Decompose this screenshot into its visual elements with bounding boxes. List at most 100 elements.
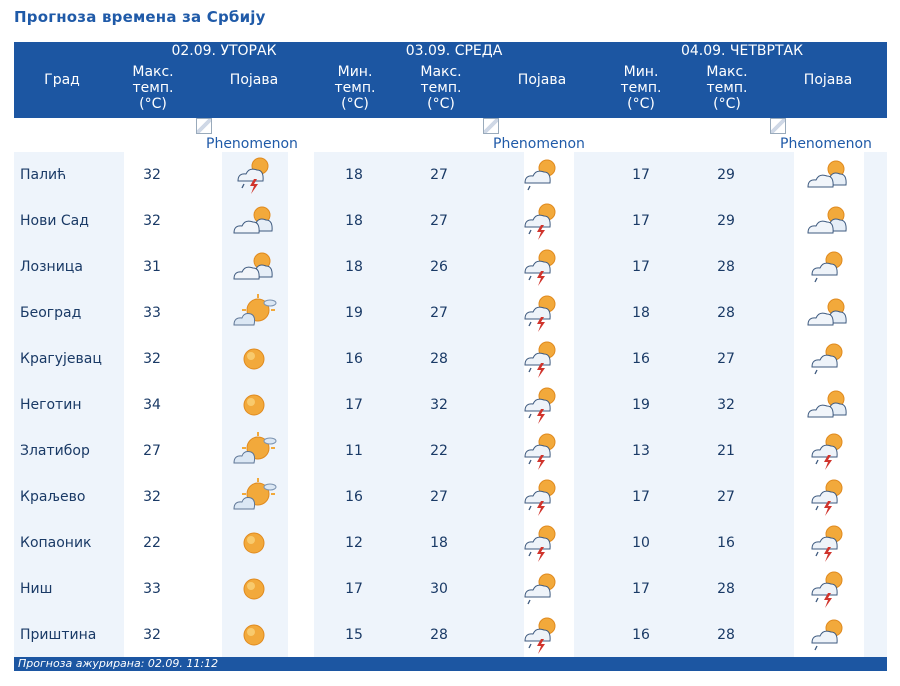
d2-max-temp: 22 [430, 443, 448, 459]
city-name: Палић [20, 167, 67, 183]
city-name: Златибор [20, 443, 90, 459]
d2-max-temp: 28 [430, 627, 448, 643]
d2-max-temp: 32 [430, 397, 448, 413]
cloudy-sun-icon [230, 201, 278, 241]
day-header-2: 03.09. СРЕДА [405, 43, 503, 59]
sun-icon [230, 523, 278, 563]
d2-min-temp: 16 [345, 489, 363, 505]
d2-min-temp: 18 [345, 213, 363, 229]
d1-max-temp: 32 [143, 213, 161, 229]
rain-cloud-sun-icon [517, 569, 565, 609]
rain-cloud-sun-icon [804, 339, 852, 379]
cloudy-sun-icon [804, 385, 852, 425]
table-row: Крагујевац 32 16 28 16 27 [14, 336, 887, 382]
cloudy-sun-icon [230, 247, 278, 287]
d2-max-temp: 27 [430, 213, 448, 229]
cloudy-sun-icon [804, 201, 852, 241]
city-name: Крагујевац [20, 351, 102, 367]
city-name: Копаоник [20, 535, 92, 551]
cloudy-sun-icon [804, 155, 852, 195]
table-row: Копаоник 22 12 18 10 16 [14, 520, 887, 566]
d3-max-temp: 28 [717, 259, 735, 275]
col-city: Град [44, 72, 80, 88]
d3-min-temp: 17 [632, 581, 650, 597]
d3-min-temp: 13 [632, 443, 650, 459]
city-name: Ниш [20, 581, 53, 597]
table-header: 02.09. УТОРАК 03.09. СРЕДА 04.09. ЧЕТВРТ… [14, 42, 887, 118]
d2-min-temp: 16 [345, 351, 363, 367]
rain-cloud-sun-icon [517, 155, 565, 195]
d2-max-temp: 28 [430, 351, 448, 367]
sun-icon [230, 615, 278, 655]
table-row: Ниш 33 17 30 17 28 [14, 566, 887, 612]
d1-max-temp: 32 [143, 627, 161, 643]
update-text: Прогноза ажурирана: 02.09. 11:12 [18, 657, 219, 670]
d2-min-temp: 17 [345, 581, 363, 597]
d2-max-temp: 27 [430, 305, 448, 321]
col-d1-max: Макс. темп. (°C) [132, 64, 174, 112]
city-name: Краљево [20, 489, 86, 505]
phenomenon-broken-image-3: Phenomenon [770, 118, 872, 152]
d2-max-temp: 27 [430, 489, 448, 505]
d3-min-temp: 17 [632, 259, 650, 275]
storm-icon [517, 201, 565, 241]
d3-min-temp: 18 [632, 305, 650, 321]
sun-icon [230, 385, 278, 425]
storm-icon [804, 431, 852, 471]
table-row: Палић 32 18 27 17 29 [14, 152, 887, 198]
col-d2-max: Макс. темп. (°C) [420, 64, 462, 112]
d2-min-temp: 17 [345, 397, 363, 413]
day-header-1: 02.09. УТОРАК [171, 43, 277, 59]
col-d3-min: Мин. темп. (°C) [620, 64, 662, 112]
d3-max-temp: 21 [717, 443, 735, 459]
d3-max-temp: 27 [717, 351, 735, 367]
storm-icon [804, 523, 852, 563]
city-name: Београд [20, 305, 82, 321]
table-row: Београд 33 19 27 18 28 [14, 290, 887, 336]
d2-max-temp: 30 [430, 581, 448, 597]
d1-max-temp: 27 [143, 443, 161, 459]
d2-min-temp: 19 [345, 305, 363, 321]
update-footer: Прогноза ажурирана: 02.09. 11:12 [14, 657, 887, 671]
d3-min-temp: 17 [632, 167, 650, 183]
sun-icon [230, 569, 278, 609]
d2-min-temp: 11 [345, 443, 363, 459]
d3-min-temp: 10 [632, 535, 650, 551]
d2-min-temp: 15 [345, 627, 363, 643]
storm-icon [517, 477, 565, 517]
storm-icon [517, 339, 565, 379]
col-d1-phenomenon: Појава [229, 72, 279, 88]
d2-max-temp: 27 [430, 167, 448, 183]
col-d3-max: Макс. темп. (°C) [706, 64, 748, 112]
storm-icon [517, 615, 565, 655]
sun-icon [230, 339, 278, 379]
d3-max-temp: 29 [717, 167, 735, 183]
d3-max-temp: 28 [717, 305, 735, 321]
sun-cloud-icon [230, 293, 278, 333]
city-name: Неготин [20, 397, 82, 413]
d1-max-temp: 31 [143, 259, 161, 275]
cloudy-sun-icon [804, 293, 852, 333]
storm-icon [517, 431, 565, 471]
storm-icon [517, 247, 565, 287]
d2-max-temp: 26 [430, 259, 448, 275]
table-row: Златибор 27 11 22 13 21 [14, 428, 887, 474]
storm-icon [517, 293, 565, 333]
d3-max-temp: 28 [717, 581, 735, 597]
city-name: Нови Сад [20, 213, 89, 229]
d2-max-temp: 18 [430, 535, 448, 551]
col-d2-phenomenon: Појава [517, 72, 567, 88]
col-d3-phenomenon: Појава [803, 72, 853, 88]
storm-icon [517, 385, 565, 425]
phenomenon-broken-image-1: Phenomenon [196, 118, 298, 152]
storm-icon [230, 155, 278, 195]
d1-max-temp: 22 [143, 535, 161, 551]
d3-max-temp: 27 [717, 489, 735, 505]
d2-min-temp: 12 [345, 535, 363, 551]
city-name: Лозница [20, 259, 83, 275]
d1-max-temp: 32 [143, 351, 161, 367]
city-name: Приштина [20, 627, 97, 643]
phenomenon-broken-image-2: Phenomenon [483, 118, 585, 152]
d2-min-temp: 18 [345, 167, 363, 183]
rain-cloud-sun-icon [804, 247, 852, 287]
